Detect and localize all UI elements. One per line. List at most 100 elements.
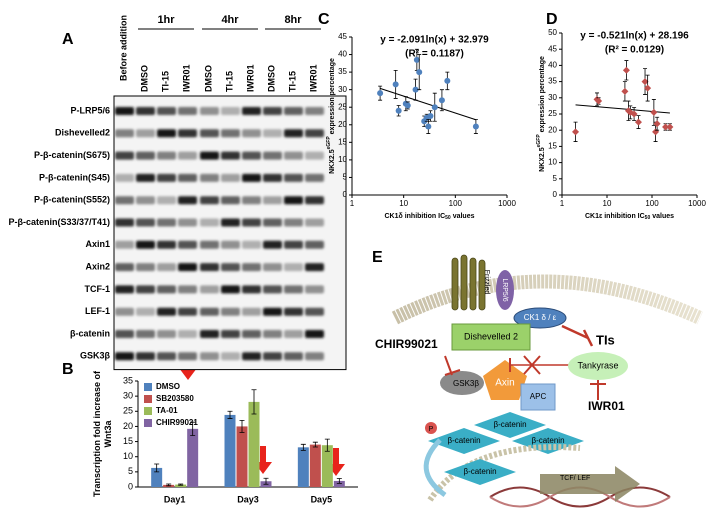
- bar: [187, 428, 199, 487]
- y-axis-label-line: Transcription fold increase of: [92, 370, 102, 497]
- blot-band: [221, 107, 240, 115]
- bar: [175, 484, 187, 487]
- chart-subtitle: (R² = 0.0129): [605, 45, 664, 56]
- label: Tankyrase: [577, 360, 618, 370]
- dishevelled: [451, 323, 531, 351]
- blot-band: [284, 151, 303, 160]
- blot-band: [157, 173, 176, 182]
- blot-band: [157, 196, 176, 205]
- blot-band: [242, 307, 261, 316]
- y-tick-label: 20: [548, 125, 557, 134]
- lane-header: TI-15: [160, 71, 170, 92]
- label: CHIR99021: [375, 337, 438, 351]
- inhibition: [561, 324, 594, 347]
- point: [404, 102, 411, 109]
- label: Dishevelled 2: [464, 331, 518, 341]
- y-tick-label: 45: [548, 44, 557, 53]
- x-axis-label: CK1δ inhibition IC50 values: [385, 213, 475, 221]
- y-tick-label: 25: [548, 109, 557, 118]
- lane-header: TI-15: [287, 71, 297, 92]
- row-label: Dishevelled2: [55, 128, 110, 138]
- x-axis-label-part: values: [652, 213, 674, 220]
- label: LRP5/6: [501, 278, 508, 301]
- blot-band: [157, 129, 176, 138]
- legend-swatch: [144, 407, 152, 415]
- blot-band: [305, 196, 324, 205]
- point: [431, 104, 438, 111]
- label: IWR01: [588, 399, 625, 413]
- blot-band: [305, 285, 324, 294]
- blot-band: [136, 352, 155, 361]
- legend-label: CHIR99021: [156, 418, 198, 427]
- y-axis-label: NKX2.5eGFP expression percentage: [326, 58, 336, 174]
- blot-band: [157, 151, 176, 160]
- blot-band: [115, 263, 134, 272]
- label: TIs: [596, 332, 615, 347]
- x-axis-label: CK1ε inhibition IC50 values: [585, 213, 674, 221]
- y-tick-label: 40: [548, 61, 557, 70]
- y-axis-label-part: expression percentage: [539, 56, 546, 132]
- label: GSK3β: [453, 379, 479, 388]
- y-tick-label: 15: [338, 137, 347, 146]
- blot-band: [115, 285, 134, 294]
- blot-band: [242, 285, 261, 294]
- blot-band: [136, 330, 155, 338]
- point: [377, 90, 384, 97]
- blot-band: [305, 129, 324, 138]
- row-label: P-β-catenin(S45): [39, 172, 110, 182]
- blot-band: [200, 107, 219, 115]
- error-bar: [336, 478, 342, 484]
- blot-band: [136, 263, 155, 272]
- lane-header: DMSO: [203, 65, 213, 92]
- point: [662, 123, 670, 131]
- dna: [489, 486, 671, 508]
- label: P: [429, 426, 434, 433]
- blot-band: [305, 218, 324, 227]
- translocation: [423, 438, 447, 498]
- blot-band: [284, 285, 303, 294]
- x-axis-label-part: values: [453, 213, 475, 220]
- blot-band: [284, 307, 303, 316]
- blot-band: [178, 330, 197, 338]
- phospho: [425, 422, 437, 434]
- label: Frizzled: [483, 270, 490, 295]
- blot-band: [115, 151, 134, 160]
- error-bar: [154, 463, 160, 473]
- panel-label: A: [62, 31, 74, 48]
- blot-band: [242, 218, 261, 227]
- blot-band: [242, 129, 261, 138]
- y-tick-label: 30: [548, 93, 557, 102]
- group-header: 1hr: [157, 14, 175, 26]
- point: [595, 97, 603, 105]
- blot-band: [115, 307, 134, 316]
- y-tick-label: 30: [338, 85, 347, 94]
- lane-header: DMSO: [139, 65, 149, 92]
- beta-catenin: [428, 428, 500, 454]
- error-bar: [178, 483, 184, 486]
- x-tick-label: 1000: [498, 199, 516, 208]
- blot-band: [221, 307, 240, 316]
- blot-band: [178, 173, 197, 182]
- blot-band: [305, 263, 324, 272]
- point: [634, 118, 642, 126]
- blot-band: [136, 173, 155, 182]
- cross: [523, 355, 541, 375]
- inhibition: [444, 355, 461, 376]
- blot-band: [136, 285, 155, 294]
- blot-band: [263, 218, 282, 227]
- tankyrase: [568, 352, 628, 380]
- y-tick-label: 35: [123, 375, 133, 385]
- legend-label: TA-01: [156, 406, 178, 415]
- y-tick-label: 30: [123, 391, 133, 401]
- row-label: P-β-catenin(S675): [34, 150, 110, 160]
- error-bar: [263, 477, 269, 485]
- y-tick-label: 50: [548, 28, 557, 37]
- point: [644, 84, 652, 92]
- point: [413, 56, 420, 63]
- point: [438, 97, 445, 104]
- blot-band: [200, 218, 219, 227]
- bar: [224, 414, 236, 487]
- row-label: Axin2: [85, 261, 110, 271]
- panel-label: C: [318, 11, 330, 28]
- column-header: Before addition: [118, 15, 128, 81]
